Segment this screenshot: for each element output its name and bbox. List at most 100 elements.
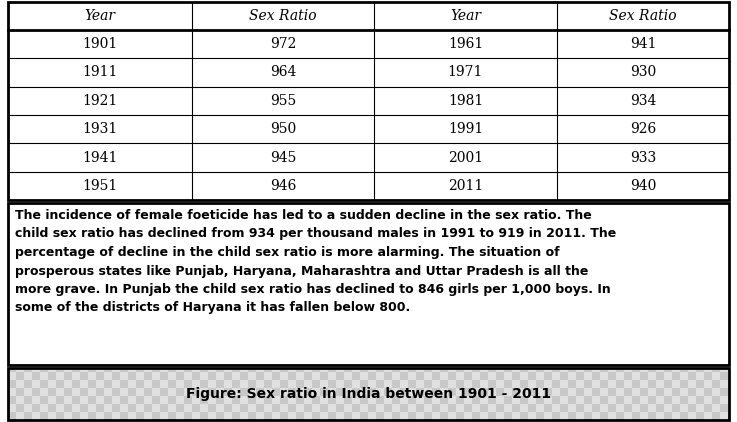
Bar — [352, 380, 360, 388]
Bar — [16, 412, 24, 420]
Bar — [392, 380, 400, 388]
Bar — [40, 404, 48, 412]
Bar — [48, 372, 56, 380]
Bar — [704, 380, 712, 388]
Bar — [208, 396, 216, 404]
Bar — [80, 368, 88, 372]
Bar — [504, 368, 512, 372]
Bar — [200, 396, 208, 404]
Bar — [424, 372, 432, 380]
Bar — [184, 388, 192, 396]
Bar — [288, 368, 296, 372]
Bar — [48, 404, 56, 412]
Bar — [728, 396, 729, 404]
Bar — [360, 412, 368, 420]
Bar — [232, 404, 240, 412]
Bar — [704, 368, 712, 372]
Bar — [304, 372, 312, 380]
Bar — [664, 412, 672, 420]
Bar — [424, 388, 432, 396]
Bar — [496, 372, 504, 380]
Bar — [552, 396, 560, 404]
Bar — [512, 396, 520, 404]
Bar — [320, 388, 328, 396]
Bar — [416, 380, 424, 388]
Bar — [360, 388, 368, 396]
Bar — [416, 368, 424, 372]
Bar — [392, 412, 400, 420]
Bar — [552, 412, 560, 420]
Bar — [136, 412, 144, 420]
Bar — [272, 372, 280, 380]
Bar — [80, 372, 88, 380]
Bar — [144, 368, 152, 372]
Bar — [192, 368, 200, 372]
Bar — [16, 372, 24, 380]
Bar — [464, 412, 472, 420]
Bar — [368, 368, 376, 372]
Bar — [112, 380, 120, 388]
Bar — [584, 372, 592, 380]
Bar — [560, 388, 568, 396]
Bar — [536, 404, 544, 412]
Bar — [24, 372, 32, 380]
Bar — [400, 368, 408, 372]
Bar — [216, 404, 224, 412]
Bar — [448, 388, 456, 396]
Bar — [672, 380, 680, 388]
Bar — [16, 388, 24, 396]
Bar — [176, 404, 184, 412]
Bar — [632, 404, 640, 412]
Bar — [616, 368, 624, 372]
Bar — [56, 380, 64, 388]
Bar — [176, 388, 184, 396]
Bar — [120, 412, 128, 420]
Bar — [712, 396, 720, 404]
Bar — [224, 368, 232, 372]
Bar — [520, 412, 528, 420]
Bar — [200, 404, 208, 412]
Bar — [248, 404, 256, 412]
Bar — [304, 368, 312, 372]
Bar — [640, 404, 648, 412]
Bar — [200, 412, 208, 420]
Bar — [456, 368, 464, 372]
Bar — [448, 380, 456, 388]
Bar — [664, 372, 672, 380]
Bar — [144, 380, 152, 388]
Bar — [728, 412, 729, 420]
Bar — [560, 368, 568, 372]
Bar — [32, 368, 40, 372]
Bar — [96, 404, 104, 412]
Bar — [472, 388, 480, 396]
Bar — [680, 368, 688, 372]
Bar — [632, 372, 640, 380]
Bar — [144, 388, 152, 396]
Bar — [352, 412, 360, 420]
Bar — [32, 388, 40, 396]
Bar — [264, 412, 272, 420]
Bar — [120, 404, 128, 412]
Bar — [456, 404, 464, 412]
Bar — [472, 372, 480, 380]
Bar — [192, 396, 200, 404]
Bar — [264, 404, 272, 412]
Bar — [80, 404, 88, 412]
Bar — [408, 368, 416, 372]
Bar — [24, 388, 32, 396]
Bar — [272, 404, 280, 412]
Bar — [392, 372, 400, 380]
Bar — [432, 396, 440, 404]
Bar — [88, 396, 96, 404]
Bar — [400, 380, 408, 388]
Bar — [632, 412, 640, 420]
Bar — [536, 380, 544, 388]
Bar — [464, 404, 472, 412]
Bar — [632, 388, 640, 396]
Bar — [280, 372, 288, 380]
Bar — [536, 412, 544, 420]
Bar — [152, 368, 160, 372]
Bar — [704, 372, 712, 380]
Bar — [72, 388, 80, 396]
Bar — [384, 368, 392, 372]
